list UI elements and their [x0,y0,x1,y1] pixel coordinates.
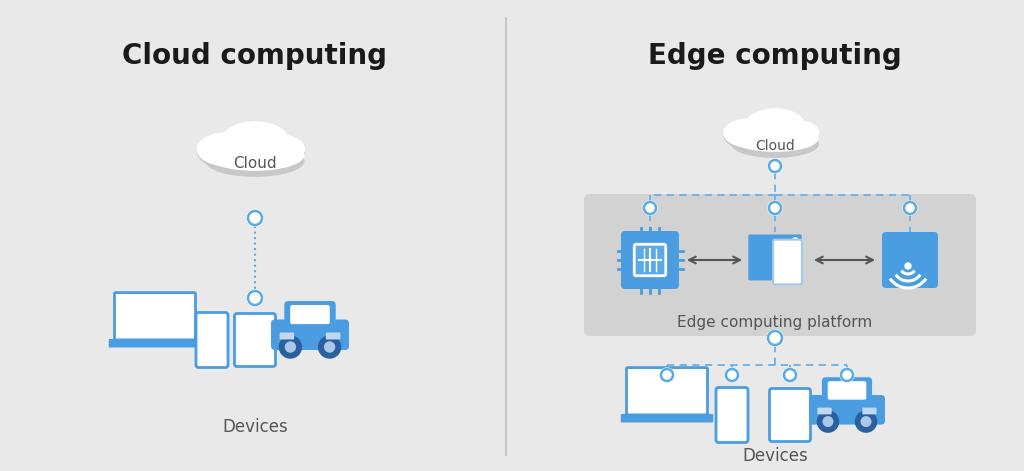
Ellipse shape [222,124,288,158]
FancyBboxPatch shape [716,388,748,442]
Circle shape [768,331,782,345]
FancyBboxPatch shape [196,312,228,367]
FancyBboxPatch shape [862,407,877,414]
Circle shape [793,260,798,266]
FancyBboxPatch shape [749,257,802,269]
Ellipse shape [746,111,804,141]
FancyBboxPatch shape [290,305,330,324]
Circle shape [793,249,798,255]
Text: Devices: Devices [742,447,808,465]
FancyBboxPatch shape [749,235,802,247]
FancyBboxPatch shape [621,231,679,289]
FancyBboxPatch shape [271,319,349,350]
Ellipse shape [773,122,819,147]
Circle shape [286,342,295,352]
Circle shape [903,201,918,215]
Circle shape [247,210,263,226]
Circle shape [841,369,853,381]
Text: Devices: Devices [222,418,288,436]
Ellipse shape [746,109,804,139]
FancyBboxPatch shape [749,268,802,280]
Circle shape [725,368,739,382]
Ellipse shape [206,146,304,176]
FancyBboxPatch shape [280,333,294,340]
FancyBboxPatch shape [627,367,708,415]
Circle shape [660,368,674,382]
Ellipse shape [198,135,256,167]
Circle shape [280,336,301,358]
Ellipse shape [252,135,304,163]
Circle shape [855,411,877,432]
Text: Cloud computing: Cloud computing [123,42,387,70]
Text: Cloud: Cloud [233,155,276,171]
Circle shape [904,202,916,214]
FancyBboxPatch shape [809,395,885,424]
Circle shape [768,159,782,173]
Circle shape [823,417,833,426]
Text: Edge computing platform: Edge computing platform [677,315,872,330]
Circle shape [840,368,854,382]
Circle shape [768,201,782,215]
FancyBboxPatch shape [234,314,275,366]
Circle shape [643,201,657,215]
FancyBboxPatch shape [822,377,872,406]
Circle shape [248,291,262,305]
FancyBboxPatch shape [817,407,831,414]
FancyBboxPatch shape [109,339,202,348]
FancyBboxPatch shape [584,194,976,336]
Text: Cloud: Cloud [755,139,795,153]
Ellipse shape [724,119,775,147]
Circle shape [784,369,796,381]
Circle shape [861,417,870,426]
FancyBboxPatch shape [326,333,340,340]
Ellipse shape [773,121,819,146]
Circle shape [726,369,738,381]
Circle shape [325,342,335,352]
Circle shape [793,271,798,277]
Circle shape [248,211,262,225]
FancyBboxPatch shape [773,240,802,284]
Ellipse shape [222,122,288,156]
FancyBboxPatch shape [769,389,811,441]
Circle shape [817,411,839,432]
FancyBboxPatch shape [882,232,938,288]
Ellipse shape [732,131,818,157]
Circle shape [318,336,341,358]
Circle shape [905,263,911,269]
FancyBboxPatch shape [634,244,666,276]
Ellipse shape [252,137,304,166]
FancyBboxPatch shape [621,414,714,422]
Ellipse shape [724,121,775,149]
FancyBboxPatch shape [285,301,336,330]
Ellipse shape [198,133,256,165]
Circle shape [662,369,673,381]
FancyBboxPatch shape [827,381,866,400]
Ellipse shape [732,125,818,151]
Text: Edge computing: Edge computing [648,42,902,70]
FancyBboxPatch shape [749,245,802,258]
FancyBboxPatch shape [115,292,196,340]
Ellipse shape [206,140,304,170]
Circle shape [644,202,656,214]
Circle shape [793,238,798,244]
Circle shape [769,202,781,214]
Circle shape [247,290,263,306]
Circle shape [769,160,781,172]
Circle shape [783,368,797,382]
Circle shape [767,330,783,346]
